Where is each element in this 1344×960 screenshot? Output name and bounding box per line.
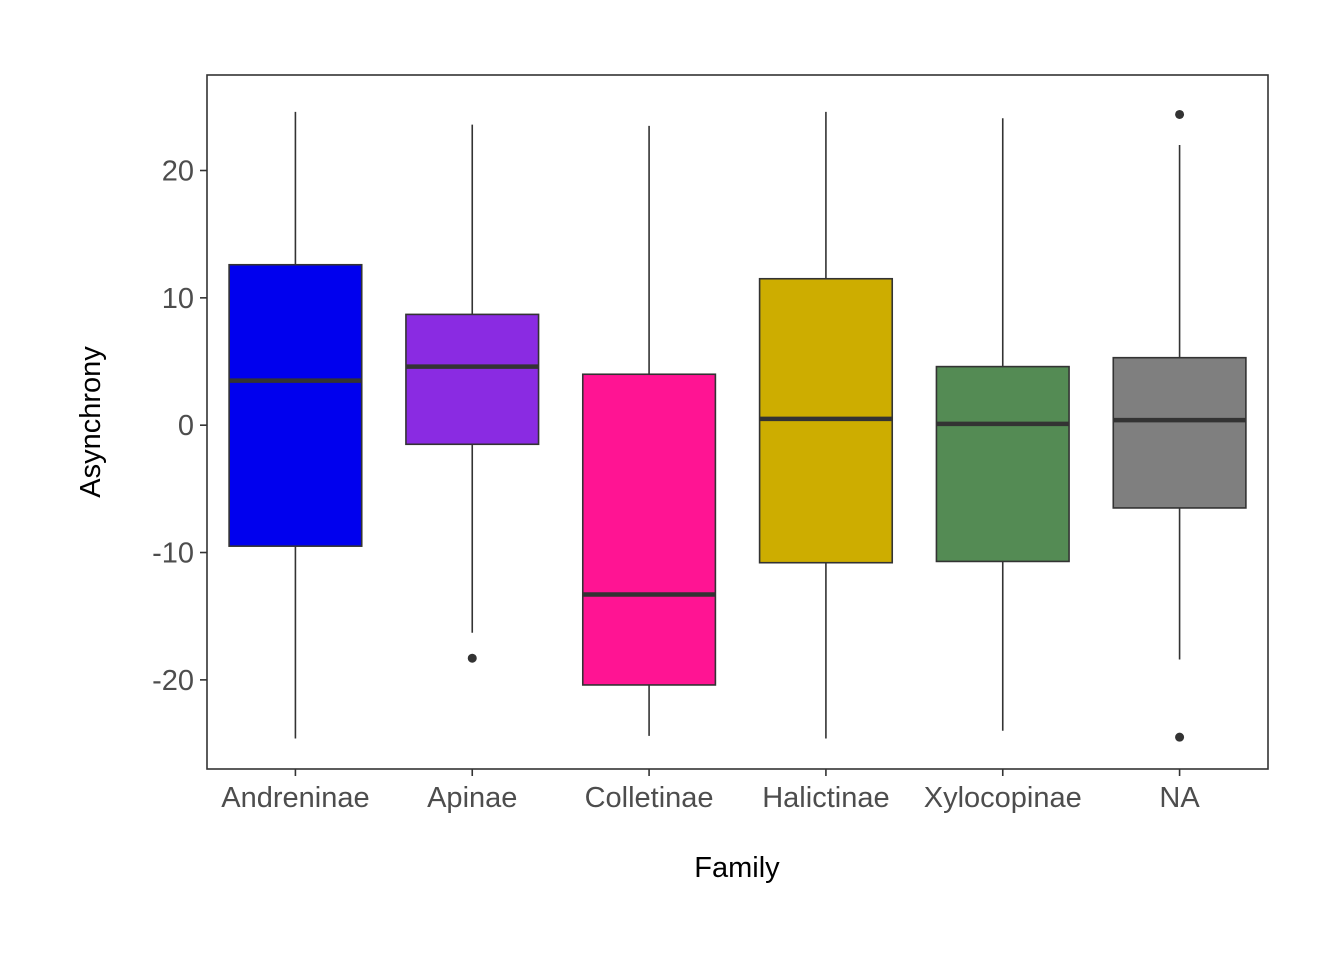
y-tick-label-3: 10 bbox=[162, 283, 194, 315]
iqr-box-apinae bbox=[405, 313, 540, 446]
x-tick-label-xylocopinae: Xylocopinae bbox=[924, 782, 1082, 814]
x-axis-title: Family bbox=[694, 852, 780, 884]
box-colletinae bbox=[581, 125, 717, 736]
box-na bbox=[1112, 109, 1247, 742]
x-tick-label-halictinae: Halictinae bbox=[762, 782, 889, 814]
y-tick-label-1: -10 bbox=[152, 538, 194, 570]
box-apinae bbox=[405, 124, 540, 663]
y-tick-label-2: 0 bbox=[178, 410, 194, 442]
box-xylocopinae bbox=[935, 118, 1070, 731]
panel-border bbox=[206, 74, 1269, 770]
iqr-box-na bbox=[1112, 356, 1247, 509]
iqr-box-colletinae bbox=[581, 373, 717, 686]
boxes-layer bbox=[228, 109, 1247, 742]
x-tick-label-colletinae: Colletinae bbox=[585, 782, 714, 814]
y-tick-label-0: -20 bbox=[152, 665, 194, 697]
y-tick-label-4: 20 bbox=[162, 156, 194, 188]
outlier-point-apinae-0 bbox=[467, 653, 477, 663]
x-tick-label-na: NA bbox=[1159, 782, 1200, 814]
box-andreninae bbox=[228, 111, 363, 739]
outlier-point-na-1 bbox=[1175, 732, 1185, 742]
axes-layer: -20 -10 0 10 20 Andreninae Apinae Colletinae Hal… bbox=[152, 156, 1200, 814]
iqr-box-andreninae bbox=[228, 263, 363, 547]
y-axis-title: Asynchrony bbox=[75, 346, 107, 498]
outlier-point-na-0 bbox=[1175, 109, 1185, 119]
iqr-box-xylocopinae bbox=[935, 365, 1070, 563]
x-tick-label-andreninae: Andreninae bbox=[221, 782, 369, 814]
box-halictinae bbox=[758, 111, 894, 739]
plot-panel bbox=[206, 74, 1269, 770]
x-tick-label-apinae: Apinae bbox=[427, 782, 517, 814]
